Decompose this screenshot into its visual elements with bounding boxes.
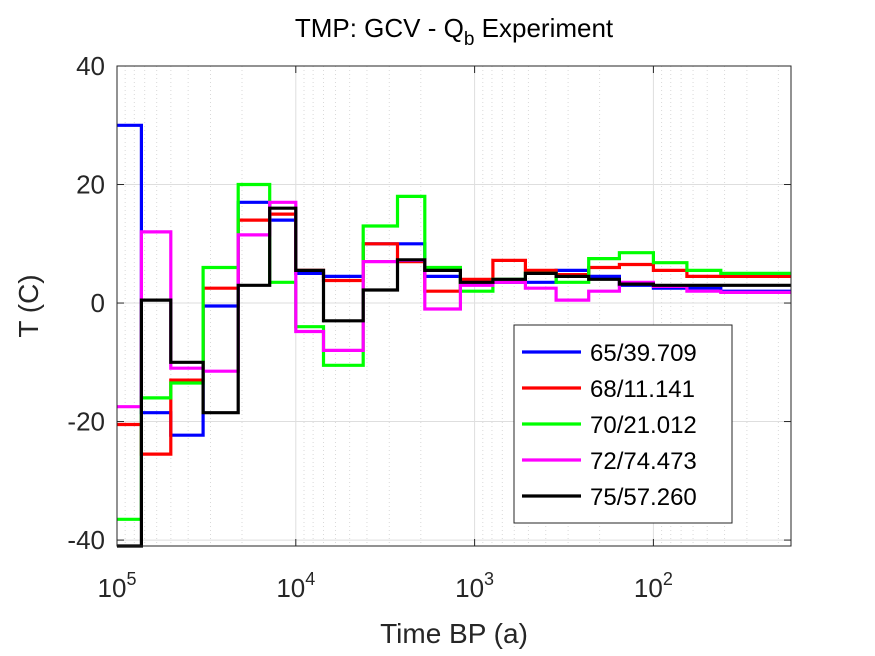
y-tick-labels: 40 20 0 -20 -40 <box>67 51 105 555</box>
plot-frame <box>116 65 792 547</box>
x-tick-label-base: 10 <box>98 573 127 603</box>
legend-label-5: 75/57.260 <box>590 484 697 511</box>
legend-label-3: 70/21.012 <box>590 412 697 439</box>
series-line-5 <box>117 206 791 548</box>
x-tick-label: 104 <box>276 569 315 603</box>
tick-marks <box>116 65 791 546</box>
chart-title-main: TMP: GCV - Q <box>295 13 464 43</box>
legend-label-1: 65/39.709 <box>590 340 697 367</box>
x-tick-label-exponent: 2 <box>663 569 673 589</box>
legend-label-2: 68/11.141 <box>590 376 695 403</box>
y-tick-label: -20 <box>67 407 105 437</box>
x-tick-label-base: 10 <box>276 573 305 603</box>
x-tick-label-base: 10 <box>455 573 484 603</box>
x-tick-label-exponent: 4 <box>305 569 315 589</box>
x-tick-label: 103 <box>455 569 494 603</box>
y-tick-label: 20 <box>76 170 105 200</box>
x-tick-label-base: 10 <box>634 573 663 603</box>
x-tick-labels: 105 104 103 102 <box>98 569 673 603</box>
y-tick-label: 0 <box>91 288 105 318</box>
x-tick-label: 102 <box>634 569 673 603</box>
legend-label-4: 72/74.473 <box>590 448 697 475</box>
chart-title: TMP: GCV - Qb Experiment <box>295 13 614 50</box>
x-tick-label: 105 <box>98 569 137 603</box>
chart-title-subscript: b <box>464 29 475 50</box>
x-axis-label: Time BP (a) <box>380 618 528 649</box>
y-tick-label: 40 <box>76 51 105 81</box>
y-tick-label: -40 <box>67 525 105 555</box>
x-tick-label-exponent: 3 <box>484 569 494 589</box>
chart-title-tail: Experiment <box>474 13 613 43</box>
x-tick-label-exponent: 5 <box>126 569 136 589</box>
legend: 65/39.709 68/11.141 70/21.012 72/74.473 75/5… <box>513 324 733 524</box>
series-line-3 <box>117 182 791 521</box>
series-line-4 <box>117 200 791 409</box>
series-layer <box>117 123 791 548</box>
y-axis-label: T (C) <box>13 274 44 337</box>
